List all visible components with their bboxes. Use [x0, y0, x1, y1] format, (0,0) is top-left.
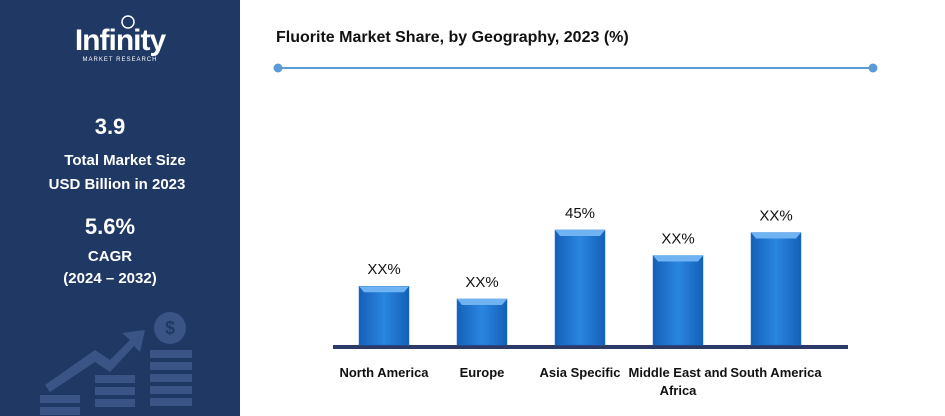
rule-dot — [273, 63, 283, 73]
bar-top — [457, 298, 507, 305]
value-label: XX% — [661, 231, 694, 248]
cagr-label: CAGR — [87, 248, 133, 265]
x-tick-label: North America — [339, 365, 429, 380]
bar-top — [751, 232, 801, 239]
sidebar: $ Infinity MARKET RESEARCH 3.9 Total Mar… — [0, 0, 240, 416]
value-label: XX% — [367, 261, 400, 278]
value-label: 45% — [565, 205, 595, 222]
bar — [750, 232, 802, 346]
market-size: 3.9 — [94, 114, 126, 139]
bar-top — [653, 255, 703, 262]
sidebar-art: $ — [40, 15, 192, 415]
chart-title: Fluorite Market Share, by Geography, 202… — [276, 29, 629, 46]
x-tick-label: Asia Specific — [539, 365, 621, 380]
value-label: XX% — [465, 274, 498, 291]
cagr: 5.6% — [84, 214, 136, 239]
brand-sub: MARKET RESEARCH — [82, 57, 158, 63]
x-tick-label: Europe — [459, 365, 505, 380]
rule-dot — [868, 63, 878, 73]
brand: Infinity — [74, 24, 166, 57]
value-label: XX% — [759, 208, 792, 225]
bar-top — [359, 286, 409, 293]
bar — [652, 255, 704, 346]
bar — [554, 229, 606, 346]
market-size-label: USD Billion in 2023 — [48, 176, 186, 193]
svg-text:$: $ — [165, 318, 175, 338]
x-tick-label: South America — [730, 365, 822, 380]
bar-top — [555, 229, 605, 236]
x-tick-label: Middle East and Africa — [628, 365, 728, 398]
cagr-period: (2024 – 2032) — [63, 270, 157, 287]
bar — [358, 285, 410, 346]
bar — [456, 298, 508, 346]
market-size-label: Total Market Size — [64, 152, 186, 169]
